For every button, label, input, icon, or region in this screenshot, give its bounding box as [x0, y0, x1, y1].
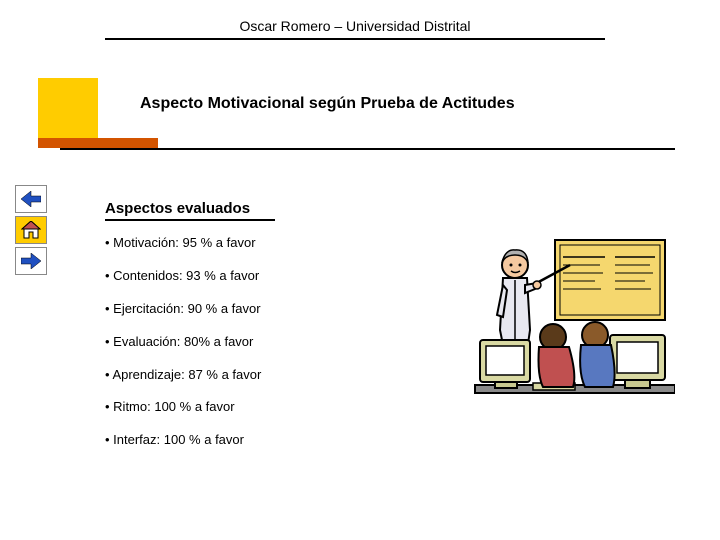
nav-home-button[interactable] — [15, 216, 47, 244]
title-underline — [60, 148, 675, 150]
list-item: Interfaz: 100 % a favor — [105, 432, 261, 449]
list-item: Ejercitación: 90 % a favor — [105, 301, 261, 318]
arrow-left-icon — [21, 191, 41, 207]
orange-decor-bar — [38, 138, 158, 148]
header-underline — [105, 38, 605, 40]
nav-back-button[interactable] — [15, 185, 47, 213]
list-item: Contenidos: 93 % a favor — [105, 268, 261, 285]
list-item: Evaluación: 80% a favor — [105, 334, 261, 351]
bullet-list: Motivación: 95 % a favor Contenidos: 93 … — [105, 235, 261, 465]
slide-title: Aspecto Motivacional según Prueba de Act… — [140, 95, 640, 113]
subheading: Aspectos evaluados — [105, 200, 275, 221]
arrow-right-icon — [21, 253, 41, 269]
list-item: Ritmo: 100 % a favor — [105, 399, 261, 416]
list-item: Aprendizaje: 87 % a favor — [105, 367, 261, 384]
clipart-illustration — [445, 235, 675, 420]
home-icon — [21, 221, 41, 239]
list-item: Motivación: 95 % a favor — [105, 235, 261, 252]
header-text: Oscar Romero – Universidad Distrital — [105, 18, 605, 34]
nav-forward-button[interactable] — [15, 247, 47, 275]
nav-button-group — [15, 185, 47, 275]
